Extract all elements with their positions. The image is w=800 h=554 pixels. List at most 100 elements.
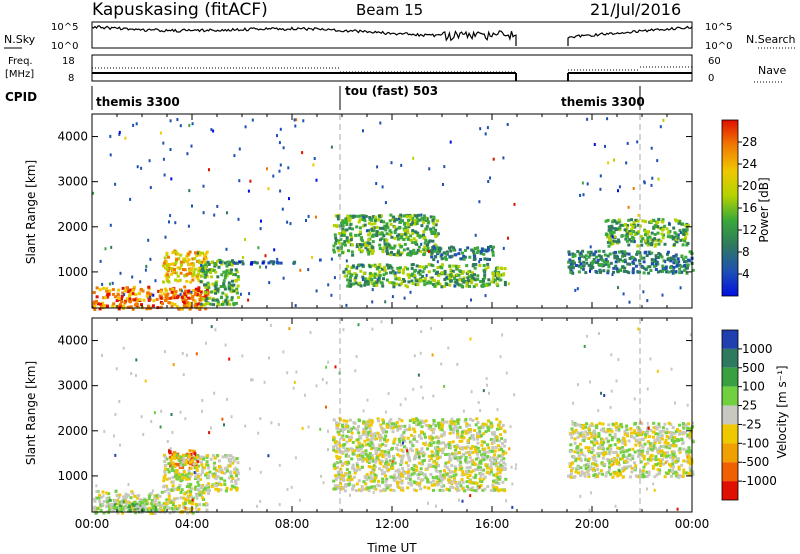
data-cell	[676, 234, 679, 238]
data-cell	[99, 503, 103, 507]
data-cell	[415, 264, 419, 268]
data-cell	[427, 465, 431, 469]
data-cell	[400, 455, 404, 459]
data-cell	[613, 432, 617, 436]
data-cell	[389, 253, 393, 257]
data-cell	[155, 494, 159, 498]
data-cell	[222, 300, 226, 304]
data-cell	[201, 266, 205, 270]
data-cell	[675, 240, 679, 244]
data-cell	[440, 428, 444, 432]
data-cell	[609, 242, 613, 246]
data-cell	[200, 471, 204, 475]
data-cell	[652, 421, 656, 425]
data-cell	[637, 213, 640, 217]
data-cell	[688, 462, 692, 466]
data-cell	[662, 259, 666, 263]
data-cell	[234, 273, 237, 277]
data-cell	[276, 134, 278, 138]
data-cell	[471, 445, 475, 448]
data-cell	[201, 269, 205, 273]
data-cell	[674, 429, 678, 433]
data-cell	[591, 468, 595, 472]
data-cell	[454, 280, 458, 284]
data-cell	[193, 257, 197, 261]
data-cell	[426, 243, 430, 247]
data-cell	[420, 430, 423, 434]
data-cell	[385, 263, 389, 267]
data-cell	[416, 248, 420, 252]
data-cell	[618, 185, 621, 189]
data-cell	[476, 446, 480, 450]
data-cell	[453, 454, 457, 458]
data-cell	[179, 464, 183, 468]
data-cell	[352, 282, 356, 286]
data-cell	[350, 431, 354, 435]
data-cell	[584, 446, 588, 449]
data-cell	[211, 282, 215, 286]
data-cell	[230, 262, 234, 266]
data-cell	[121, 286, 125, 290]
data-cell	[427, 424, 431, 428]
data-cell	[341, 428, 345, 432]
data-cell	[581, 426, 585, 430]
data-cell	[448, 424, 452, 428]
data-cell	[386, 226, 390, 229]
data-cell	[173, 450, 177, 454]
data-cell	[102, 499, 106, 503]
data-cell	[586, 462, 590, 466]
data-cell	[357, 220, 361, 224]
data-cell	[385, 249, 389, 253]
data-cell	[624, 234, 628, 238]
data-cell	[347, 461, 351, 465]
data-cell	[604, 233, 608, 236]
data-cell	[419, 450, 423, 454]
data-cell	[580, 472, 584, 476]
data-cell	[421, 270, 425, 274]
data-cell	[611, 422, 615, 426]
freq-tick-bottom: 8	[68, 73, 74, 84]
data-cell	[657, 462, 660, 466]
data-cell	[167, 267, 171, 271]
data-cell	[625, 252, 629, 256]
data-cell	[639, 460, 643, 464]
data-cell	[403, 222, 407, 226]
data-cell	[399, 245, 403, 249]
data-cell	[160, 490, 164, 494]
data-cell	[251, 118, 254, 122]
data-cell	[372, 233, 375, 237]
data-cell	[336, 466, 339, 469]
data-cell	[351, 449, 355, 453]
freq-label: Freq.	[8, 56, 33, 67]
data-cell	[122, 500, 126, 504]
data-cell	[574, 459, 578, 463]
data-cell	[384, 483, 388, 487]
data-cell	[230, 260, 234, 264]
data-cell	[677, 457, 680, 461]
data-cell	[655, 427, 659, 431]
data-cell	[422, 252, 426, 256]
data-cell	[364, 214, 368, 218]
data-cell	[130, 372, 133, 376]
data-cell	[632, 436, 636, 440]
data-cell	[461, 472, 465, 476]
data-cell	[422, 248, 426, 252]
data-cell	[436, 457, 440, 461]
data-cell	[455, 420, 459, 424]
data-cell	[654, 262, 658, 266]
data-cell	[438, 424, 441, 428]
data-cell	[465, 264, 469, 268]
data-cell	[213, 467, 216, 471]
data-cell	[444, 443, 447, 447]
data-cell	[162, 479, 166, 483]
data-cell	[689, 435, 693, 439]
y-tick-label: 2000	[57, 220, 88, 234]
data-cell	[344, 460, 348, 464]
data-cell	[576, 450, 580, 454]
data-cell	[359, 456, 363, 460]
data-cell	[465, 284, 469, 288]
data-cell	[621, 259, 625, 263]
data-cell	[200, 260, 204, 264]
data-cell	[471, 469, 475, 473]
data-cell	[379, 453, 382, 457]
